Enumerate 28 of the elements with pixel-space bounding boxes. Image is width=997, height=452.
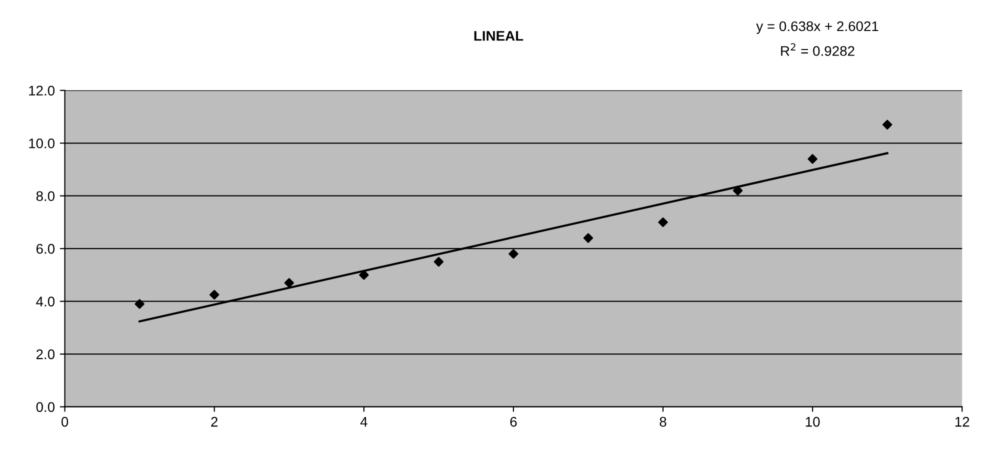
point	[882, 120, 892, 130]
x-tick-label: 6	[510, 416, 517, 427]
point	[732, 186, 743, 196]
x-tick-label: 8	[660, 416, 666, 427]
x-tick-label: 12	[955, 416, 970, 427]
x-tick-label: 4	[360, 417, 368, 427]
point	[209, 290, 220, 300]
x-tick-label: 2	[211, 416, 218, 427]
y-tick-label: 2.0	[36, 349, 55, 360]
y-tick-label: 4.0	[36, 296, 55, 307]
y-tick-label: 8.0	[36, 191, 55, 202]
x-tick-label: 10	[806, 416, 820, 427]
text: R$^{2}$ = 0.9282	[781, 43, 854, 56]
point	[134, 299, 144, 309]
chart-title: LINEAL	[474, 31, 524, 41]
y-tick-label: 0.0	[36, 402, 55, 412]
point	[359, 270, 369, 280]
point	[583, 233, 594, 243]
y-tick-label: 6.0	[36, 244, 55, 254]
point	[434, 256, 444, 267]
y-tick-label: 12.0	[29, 86, 55, 96]
point	[508, 249, 518, 259]
text: y = 0.638x + 2.6021	[756, 21, 878, 34]
y-tick-label: 10.0	[29, 138, 55, 148]
point	[808, 154, 818, 164]
x-tick-label: 0	[61, 416, 68, 427]
point	[284, 278, 294, 288]
point	[658, 217, 668, 228]
